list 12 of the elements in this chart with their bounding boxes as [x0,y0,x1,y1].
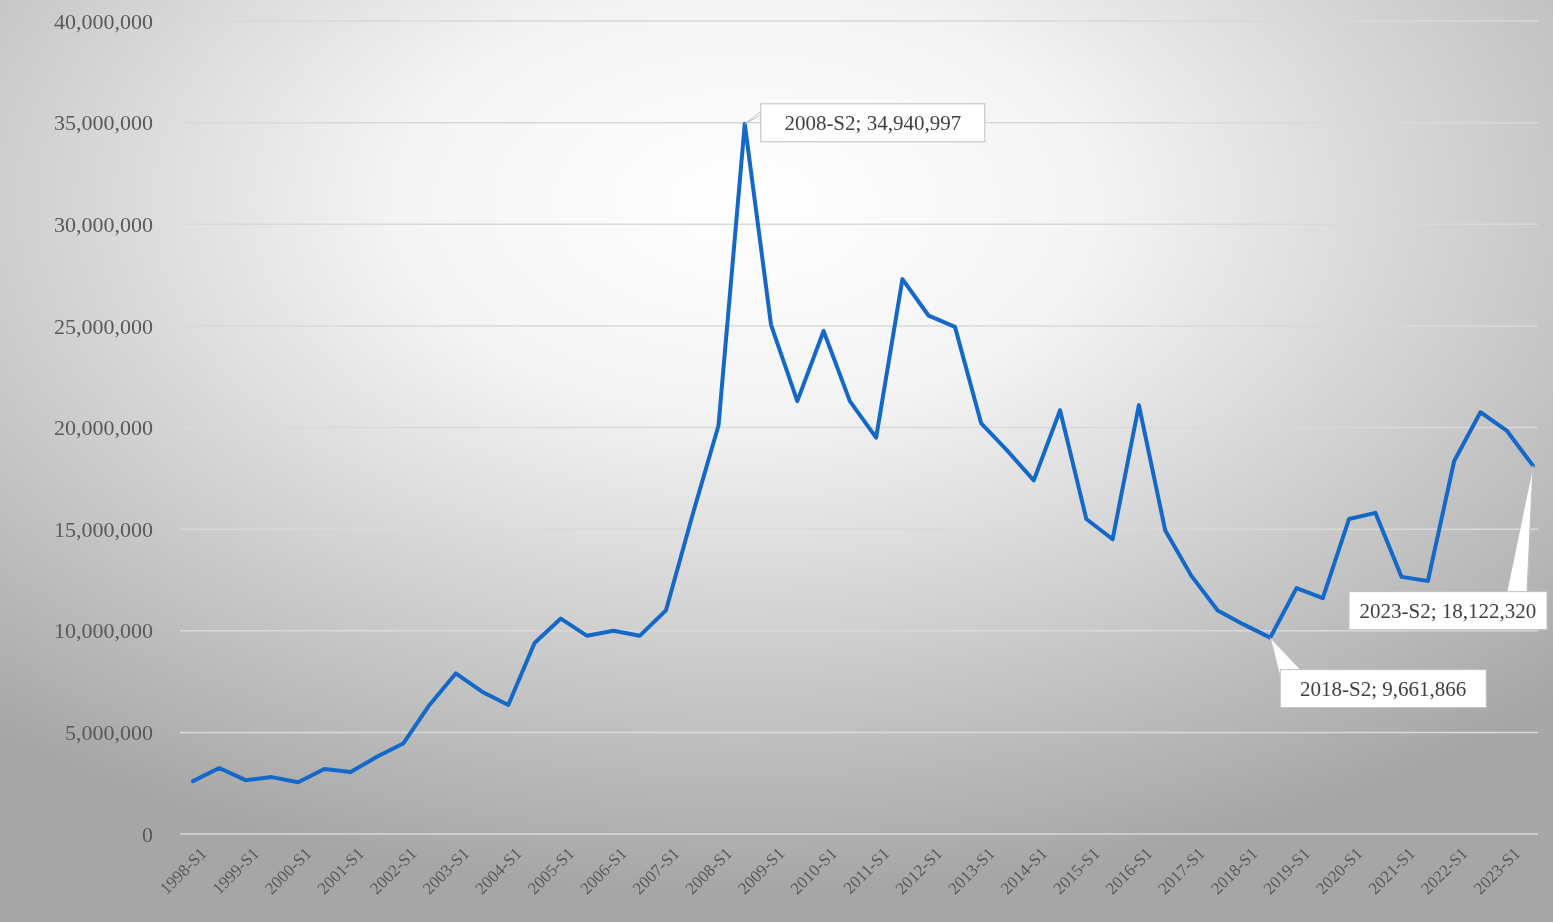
data-label: 2018-S2; 9,661,866 [1300,676,1467,701]
y-tick-label: 15,000,000 [54,516,153,542]
y-tick-label: 0 [142,821,153,847]
y-tick-label: 25,000,000 [54,313,153,339]
data-label: 2023-S2; 18,122,320 [1359,599,1537,624]
y-tick-label: 30,000,000 [54,211,153,237]
data-label: 2008-S2; 34,940,997 [784,111,962,136]
y-tick-label: 5,000,000 [65,720,153,746]
y-tick-label: 10,000,000 [54,618,153,644]
y-tick-label: 20,000,000 [54,415,153,441]
y-tick-label: 40,000,000 [54,8,153,34]
y-tick-label: 35,000,000 [54,110,153,136]
